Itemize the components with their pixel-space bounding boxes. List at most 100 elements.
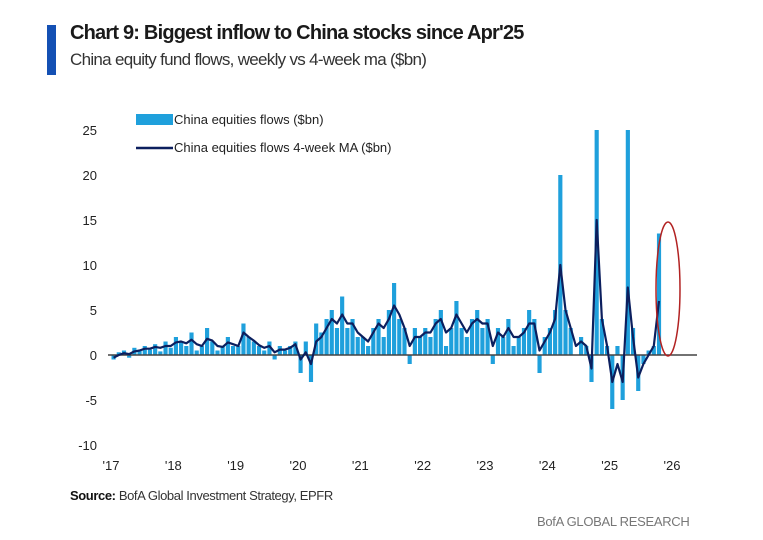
flow-bar <box>116 352 121 355</box>
flow-bar <box>381 337 386 355</box>
flow-bar <box>485 319 490 355</box>
flow-bar <box>293 341 298 355</box>
flow-bar <box>417 337 423 355</box>
flow-bar <box>423 328 428 355</box>
flow-bar <box>282 350 288 355</box>
flow-bar <box>464 337 469 355</box>
flow-bar <box>651 346 656 355</box>
flow-bar <box>563 310 568 355</box>
highlight-ellipse <box>655 221 681 357</box>
flow-bar <box>397 319 402 355</box>
flow-bar <box>334 328 340 355</box>
flow-bar <box>272 355 277 360</box>
x-tick-label: '18 <box>165 458 182 473</box>
chart-title: Chart 9: Biggest inflow to China stocks … <box>70 22 524 44</box>
y-axis-ticks: 25 20 15 10 5 0 -5 -10 <box>78 123 97 453</box>
x-axis-ticks: '17 '18 '19 '20 '21 '22 '23 '24 '25 '26 <box>103 458 681 473</box>
flow-bar <box>246 337 251 355</box>
flow-bar <box>506 319 511 355</box>
y-tick-label: 25 <box>83 123 97 138</box>
flow-bar <box>449 328 454 355</box>
flow-bar <box>490 355 495 364</box>
brand-label: BofA GLOBAL RESEARCH <box>537 514 690 529</box>
x-tick-label: '19 <box>227 458 244 473</box>
legend-line-label: China equities flows 4-week MA ($bn) <box>174 140 392 155</box>
flow-bar <box>495 328 501 355</box>
y-tick-label: 15 <box>83 213 97 228</box>
flow-bar <box>241 323 246 355</box>
flow-bar <box>371 328 376 355</box>
flow-bar <box>553 310 558 355</box>
x-tick-label: '24 <box>539 458 556 473</box>
flow-bar <box>475 310 480 355</box>
x-tick-label: '20 <box>290 458 307 473</box>
flow-bar <box>314 323 319 355</box>
x-tick-label: '22 <box>414 458 431 473</box>
flow-bar <box>360 337 366 355</box>
flow-bars <box>111 130 662 409</box>
flow-bar <box>568 328 573 355</box>
flow-bar <box>433 319 438 355</box>
y-tick-label: -5 <box>85 393 97 408</box>
legend-bar-label: China equities flows ($bn) <box>174 112 324 127</box>
flow-bar <box>521 328 527 355</box>
flow-bar <box>480 328 485 355</box>
source-label: Source: <box>70 488 116 503</box>
flow-bar <box>142 346 147 355</box>
flow-bar <box>205 328 210 355</box>
flow-bar <box>308 355 314 382</box>
flow-bar <box>158 351 163 355</box>
flow-bar <box>646 350 651 355</box>
flow-bar <box>173 337 179 355</box>
flow-bar <box>579 337 584 355</box>
flow-bar <box>184 346 189 355</box>
flow-bar <box>511 346 516 355</box>
flow-bar <box>319 332 324 355</box>
flow-bar <box>402 328 407 355</box>
legend-bar-swatch <box>136 114 173 125</box>
flow-bar <box>230 346 236 355</box>
flow-bar <box>262 350 267 355</box>
flow-bar <box>345 328 350 355</box>
flow-bar <box>599 319 604 355</box>
y-tick-label: -10 <box>78 438 97 453</box>
legend: China equities flows ($bn) China equitie… <box>136 112 392 155</box>
flow-bar <box>537 355 542 373</box>
y-tick-label: 10 <box>83 258 97 273</box>
flow-bar <box>407 355 412 364</box>
flow-bar <box>199 346 204 355</box>
flow-bar <box>542 337 547 355</box>
flow-bar <box>386 310 391 355</box>
flow-bar <box>303 341 308 355</box>
flow-bar <box>288 346 293 355</box>
flow-bar <box>329 310 334 355</box>
flow-bar <box>137 350 142 355</box>
flow-bar <box>179 341 184 355</box>
x-tick-label: '23 <box>477 458 494 473</box>
flow-bar <box>459 328 464 355</box>
x-tick-label: '26 <box>664 458 681 473</box>
flow-bar <box>454 301 459 355</box>
flow-bar <box>615 346 620 355</box>
flow-bar <box>251 341 256 355</box>
flow-bar <box>376 319 381 355</box>
flow-bar <box>547 328 553 355</box>
flow-bar <box>625 130 630 355</box>
flow-bar <box>392 283 397 355</box>
flow-bar <box>340 296 345 355</box>
flow-bar <box>656 233 662 355</box>
x-tick-label: '25 <box>601 458 618 473</box>
flow-bar <box>225 337 230 355</box>
flow-bar <box>147 349 153 355</box>
flow-bar <box>189 332 194 355</box>
flow-bar <box>298 355 303 373</box>
flow-bar <box>443 346 449 355</box>
flow-bar <box>469 319 475 355</box>
chart-subtitle: China equity fund flows, weekly vs 4-wee… <box>70 50 427 69</box>
flow-bar <box>350 319 355 355</box>
flow-bar <box>501 337 506 355</box>
flow-bar <box>220 346 225 355</box>
source-note: Source: BofA Global Investment Strategy,… <box>70 488 333 503</box>
flow-bar <box>355 337 360 355</box>
